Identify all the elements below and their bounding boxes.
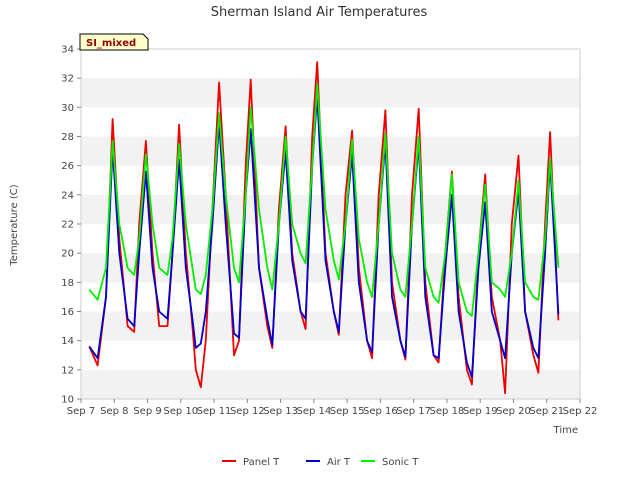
x-tick-label: Sep 22	[563, 406, 598, 417]
grid-band	[81, 253, 580, 283]
x-tick-label: Sep 21	[529, 406, 564, 417]
x-tick-label: Sep 9	[133, 406, 161, 417]
chart-title: Sherman Island Air Temperatures	[211, 5, 428, 20]
legend-label-panel-t: Panel T	[243, 457, 280, 468]
x-tick-label: Sep 8	[100, 406, 128, 417]
y-tick-label: 12	[61, 365, 74, 376]
x-tick-label: Sep 14	[296, 406, 331, 417]
legend-label-air-t: Air T	[327, 457, 351, 468]
grid-band	[81, 340, 580, 370]
x-tick-label: Sep 16	[363, 406, 398, 417]
legend-label-sonic-t: Sonic T	[382, 457, 419, 468]
y-tick-label: 16	[61, 307, 74, 318]
y-tick-label: 18	[61, 278, 74, 289]
y-axis-label: Temperature (C)	[9, 184, 20, 266]
annotation-label: SI_mixed	[86, 38, 136, 49]
y-tick-label: 34	[61, 45, 74, 56]
grid-band	[81, 369, 580, 399]
grid-band	[81, 136, 580, 166]
annotation-tag: SI_mixed	[79, 33, 149, 51]
y-tick-label: 26	[61, 161, 74, 172]
x-tick-label: Sep 18	[430, 406, 465, 417]
grid-band	[81, 49, 580, 79]
x-tick-label: Sep 7	[67, 406, 95, 417]
series-line-sonic-t	[88, 83, 560, 317]
grid-band	[81, 165, 580, 195]
series-lines	[88, 61, 560, 395]
y-tick-label: 14	[61, 336, 74, 347]
y-tick-label: 20	[61, 249, 74, 260]
legend: Panel T Air T Sonic T	[222, 457, 419, 468]
x-tick-label: Sep 12	[230, 406, 265, 417]
x-tick-label: Sep 10	[163, 406, 198, 417]
y-tick-label: 28	[61, 132, 74, 143]
x-tick-label: Sep 19	[463, 406, 498, 417]
grid-band	[81, 78, 580, 108]
y-tick-label: 32	[61, 74, 74, 85]
annotation-tag-shape	[79, 33, 149, 51]
x-tick-label: Sep 11	[197, 406, 232, 417]
grid-band	[81, 107, 580, 137]
x-axis-label: Time	[553, 425, 578, 436]
y-tick-label: 24	[61, 190, 74, 201]
x-tick-label: Sep 13	[263, 406, 298, 417]
grid-band	[81, 194, 580, 224]
y-tick-label: 30	[61, 103, 74, 114]
x-tick-label: Sep 20	[496, 406, 531, 417]
x-tick-label: Sep 15	[330, 406, 365, 417]
y-tick-label: 22	[61, 220, 74, 231]
y-tick-label: 10	[61, 395, 74, 406]
x-tick-label: Sep 17	[396, 406, 431, 417]
y-axis: 10 12 14 16 18 20 22 24 26 28 30 32 34	[61, 45, 81, 406]
grid-band	[81, 311, 580, 341]
series-line-air-t	[88, 94, 560, 379]
